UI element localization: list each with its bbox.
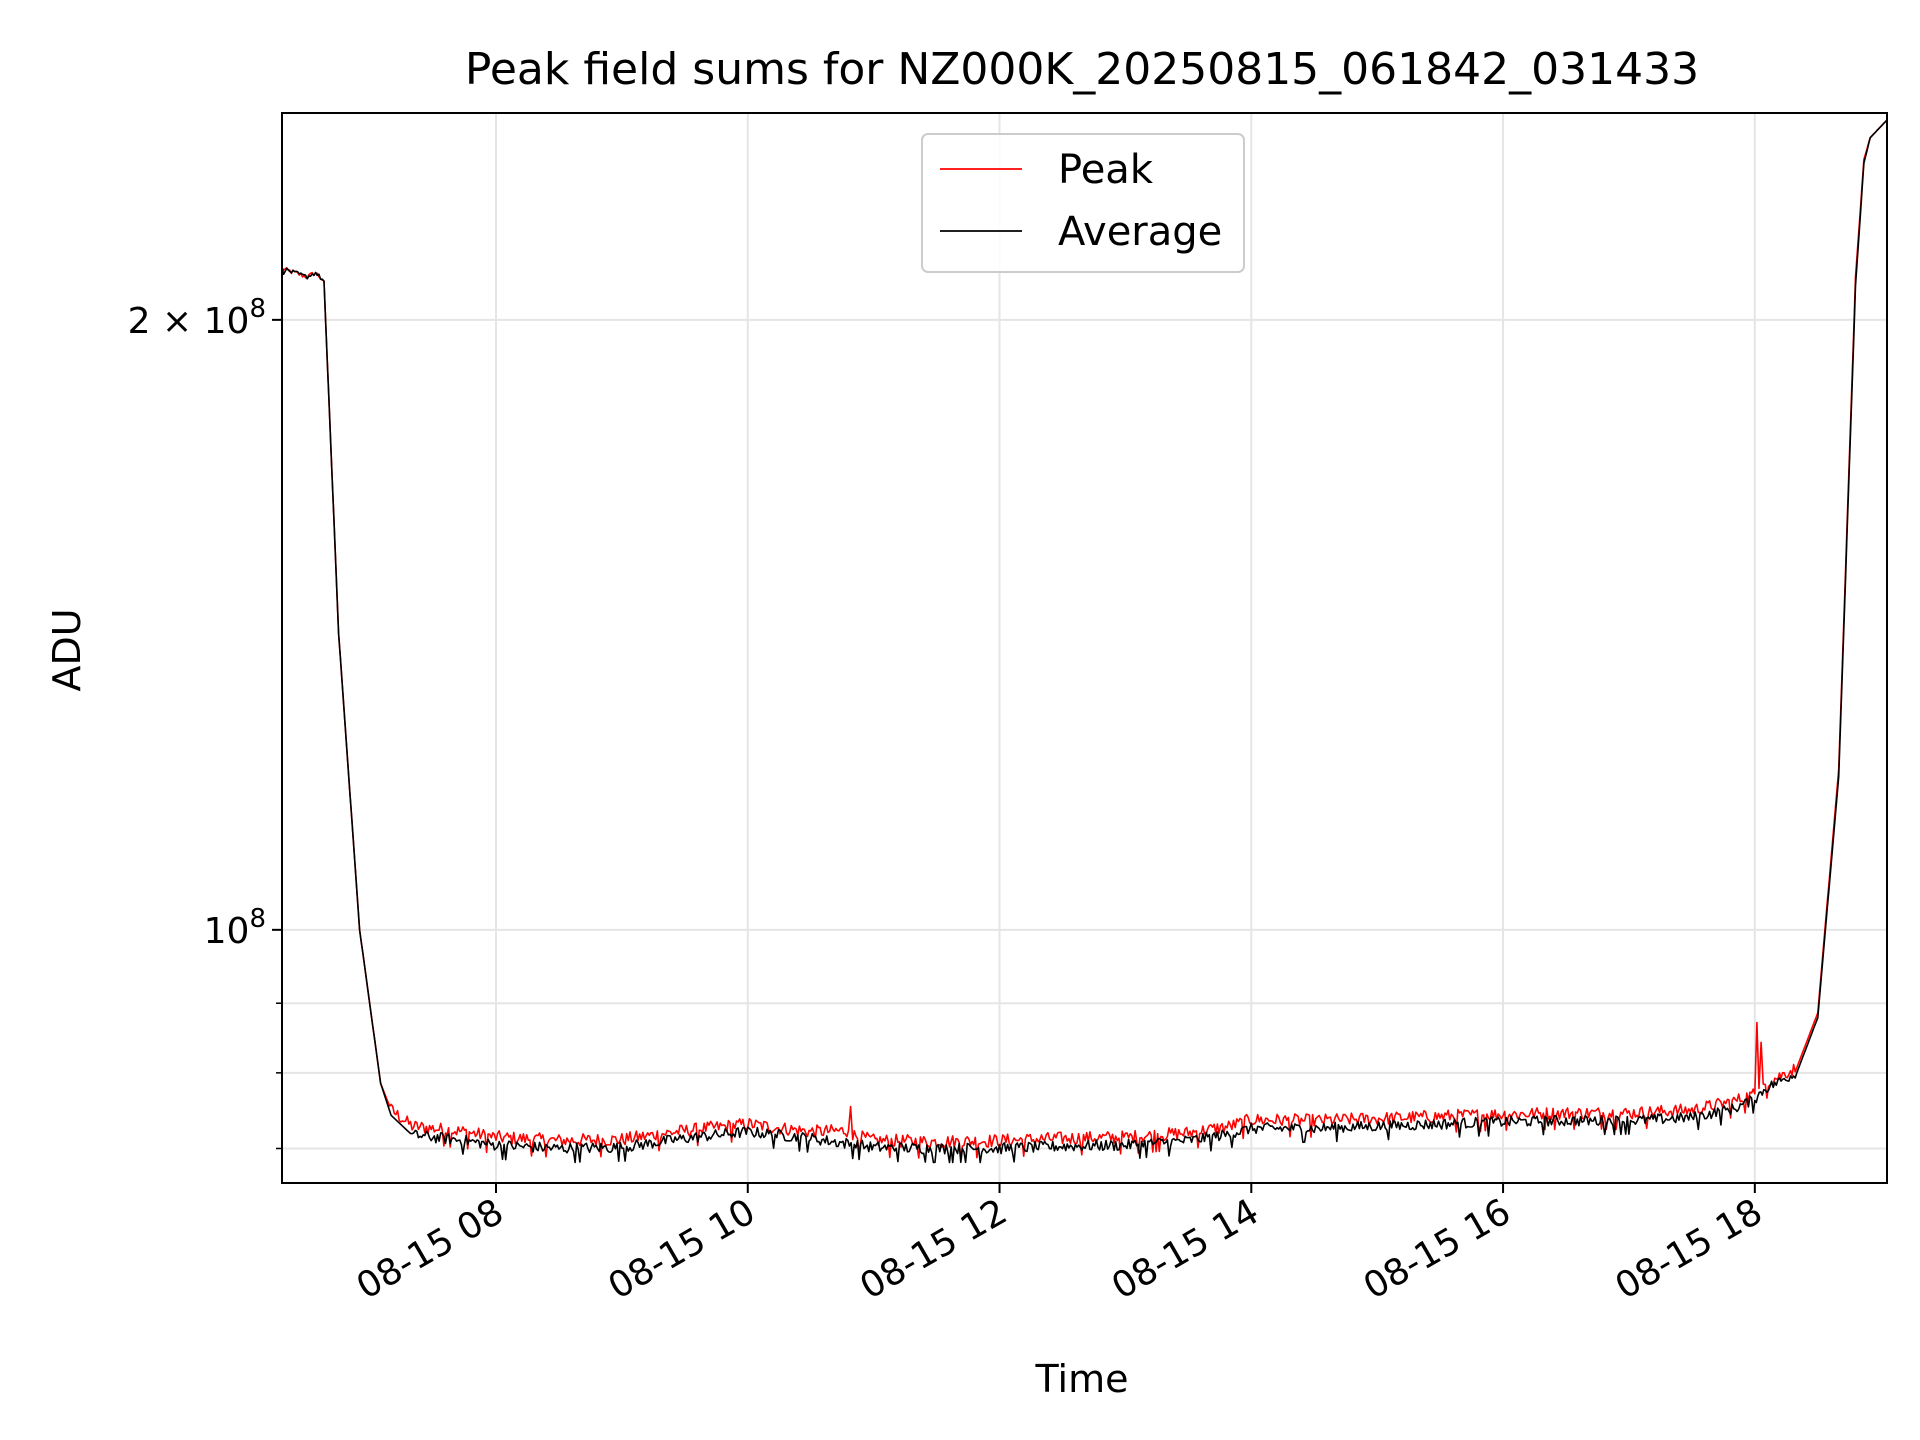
y-tick-exponent: 8 <box>249 904 266 934</box>
series-line-average <box>281 119 1888 1164</box>
series-line-peak <box>281 119 1888 1159</box>
plot-frame <box>281 112 1888 1184</box>
legend-label-peak: Peak <box>1058 147 1154 193</box>
legend-label-average: Average <box>1058 209 1222 255</box>
y-tick-label: 2 × 108 <box>128 294 266 342</box>
y-tick-base: 10 <box>204 301 250 342</box>
x-axis-label: Time <box>1035 1357 1129 1401</box>
y-tick-label: 108 <box>204 904 266 952</box>
y-tick-base: 10 <box>204 911 250 952</box>
y-tick-mantissa: 2 × <box>128 301 204 342</box>
series-lines <box>281 119 1888 1164</box>
chart-title: Peak field sums for NZ000K_20250815_0618… <box>465 44 1699 95</box>
y-axis-label: ADU <box>45 608 89 691</box>
y-tick-exponent: 8 <box>249 294 266 324</box>
legend: Peak Average <box>921 133 1245 273</box>
